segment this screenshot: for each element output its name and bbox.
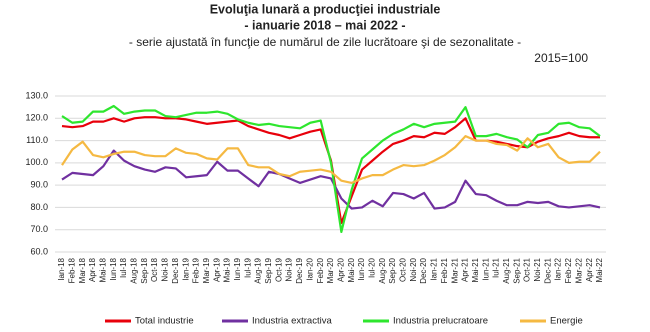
series-line: [61, 104, 601, 234]
y-tick-label: 130.0: [25, 90, 48, 100]
x-tick-label: Apr-21: [461, 257, 470, 282]
x-tick-label: Dec-21: [543, 257, 552, 283]
x-tick-label: Feb-19: [192, 257, 201, 283]
x-tick-label: Ian-20: [305, 257, 314, 280]
x-tick-label: Noi-18: [161, 257, 170, 281]
legend-label: Energie: [550, 316, 583, 327]
x-tick-label: Feb-20: [316, 257, 325, 283]
x-tick-label: Mai-19: [223, 257, 232, 282]
legend-label: Industria prelucratoare: [393, 316, 488, 327]
y-tick-label: 60.0: [30, 246, 48, 256]
x-tick-label: Mar-19: [202, 257, 211, 283]
x-tick-label: Dec-18: [171, 257, 180, 283]
x-tick-label: Sep-18: [140, 257, 149, 283]
x-tick-label: Mar-18: [78, 257, 87, 283]
legend-label: Industria extractiva: [252, 316, 332, 327]
x-tick-label: Ian-21: [430, 257, 439, 280]
x-tick-label: Noi-19: [285, 257, 294, 281]
x-tick-label: Iul-21: [492, 257, 501, 278]
x-tick-label: Iul-19: [243, 257, 252, 278]
x-tick-label: Iun-18: [109, 257, 118, 280]
x-tick-label: Iun-21: [481, 257, 490, 280]
x-tick-label: Apr-19: [212, 257, 221, 282]
y-tick-label: 100.0: [25, 157, 48, 167]
x-tick-label: Iun-19: [233, 257, 242, 280]
x-tick-label: Dec-20: [419, 257, 428, 283]
legend-label: Total industrie: [135, 316, 194, 327]
x-tick-label: Mar-21: [450, 257, 459, 283]
base-note: 2015=100: [534, 51, 588, 65]
y-tick-label: 90.0: [30, 180, 48, 190]
chart-subtitle: - ianuarie 2018 – mai 2022 -: [244, 18, 405, 32]
x-tick-label: Oct-21: [523, 257, 532, 282]
x-tick-label: Feb-21: [440, 257, 449, 283]
x-tick-label: Aug-21: [502, 257, 511, 283]
y-tick-label: 70.0: [30, 224, 48, 234]
x-tick-label: Apr-22: [585, 257, 594, 282]
x-tick-label: Feb-22: [564, 257, 573, 283]
x-tick-label: Aug-20: [378, 257, 387, 283]
y-tick-label: 110.0: [26, 135, 48, 145]
x-tick-label: Oct-19: [274, 257, 283, 282]
y-tick-label: 80.0: [30, 202, 48, 212]
x-tick-label: Oct-20: [399, 257, 408, 282]
series-line: [61, 135, 601, 185]
x-tick-label: Ian-18: [57, 257, 66, 280]
x-tick-label: Ian-22: [554, 257, 563, 280]
x-tick-label: Iul-20: [367, 257, 376, 278]
x-tick-label: Aug-18: [130, 257, 139, 283]
x-tick-label: Oct-18: [150, 257, 159, 282]
x-tick-label: Noi-21: [533, 257, 542, 281]
x-tick-label: Ian-19: [181, 257, 190, 280]
x-tick-label: Feb-18: [67, 257, 76, 283]
x-tick-label: Noi-20: [409, 257, 418, 281]
series-line: [61, 149, 601, 210]
x-tick-label: Mai-21: [471, 257, 480, 282]
x-tick-label: Dec-19: [295, 257, 304, 283]
x-tick-label: Sep-19: [264, 257, 273, 283]
x-tick-label: Mai-18: [98, 257, 107, 282]
y-tick-label: 120.0: [25, 113, 48, 123]
x-tick-label: Iul-18: [119, 257, 128, 278]
x-tick-label: Sep-21: [512, 257, 521, 283]
x-tick-label: Mai-20: [347, 257, 356, 282]
x-tick-label: Apr-18: [88, 257, 97, 282]
x-tick-label: Mar-22: [574, 257, 583, 283]
x-tick-label: Sep-20: [388, 257, 397, 283]
x-tick-label: Mar-20: [326, 257, 335, 283]
x-tick-label: Iun-20: [357, 257, 366, 280]
chart-title: Evoluţia lunară a producţiei industriale: [210, 2, 441, 16]
x-tick-label: Apr-20: [336, 257, 345, 282]
x-tick-label: Aug-19: [254, 257, 263, 283]
x-tick-label: Mai-22: [595, 257, 604, 282]
chart-note: - serie ajustată în funcţie de numărul d…: [129, 35, 521, 49]
